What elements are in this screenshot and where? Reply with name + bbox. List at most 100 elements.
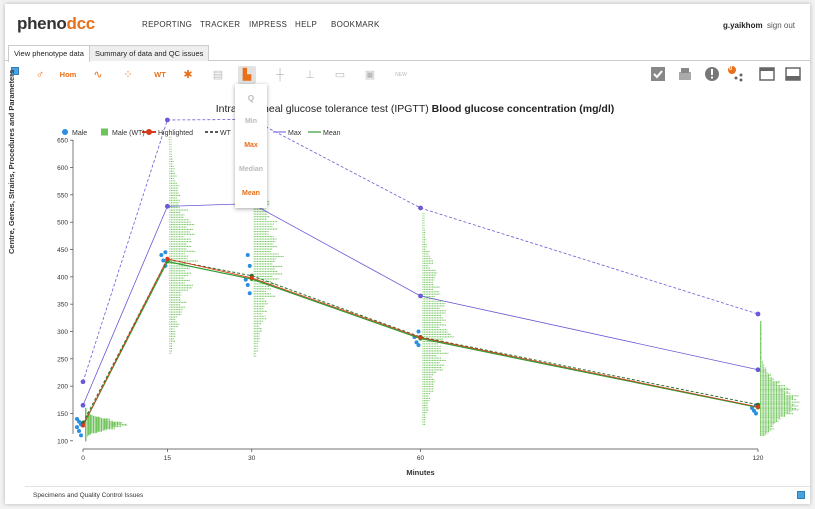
qc-badge-count: 0 <box>729 66 733 72</box>
x-tick-label: 60 <box>417 455 425 462</box>
nav-impress[interactable]: IMPRESS <box>249 20 288 29</box>
y-tick-label: 250 <box>57 356 68 363</box>
user-name[interactable]: g.yaikhom <box>723 21 763 30</box>
dropdown-item-max[interactable]: Max <box>244 142 258 149</box>
y-tick-label: 150 <box>57 411 68 418</box>
male-data-point <box>754 411 758 416</box>
footer-label[interactable]: Specimens and Quality Control Issues <box>33 492 144 499</box>
zoom-box-icon[interactable]: ▭ <box>334 69 346 81</box>
series-line-highlighted <box>82 258 759 426</box>
male-data-point <box>752 408 756 413</box>
dropdown-item-median[interactable]: Median <box>238 166 264 173</box>
legend-label: Max <box>288 130 302 137</box>
error-bar-icon[interactable]: ⊥ <box>305 69 315 81</box>
series-point-highlighted <box>81 423 85 428</box>
distribution-icon[interactable]: ✱ <box>183 69 193 81</box>
legend-label: Male <box>72 130 87 137</box>
male-data-point <box>75 416 79 421</box>
male-data-point <box>75 425 79 430</box>
y-tick-label: 100 <box>57 438 68 445</box>
new-button[interactable]: NEW <box>395 72 407 78</box>
sign-out-link[interactable]: sign out <box>767 21 796 30</box>
nav-bookmark[interactable]: BOOKMARK <box>331 20 380 29</box>
y-tick-label: 600 <box>57 165 68 172</box>
logo-main-text: pheno <box>17 14 67 33</box>
series-point-highlighted <box>418 335 423 340</box>
panel-icon[interactable] <box>785 66 801 82</box>
tab-summary-qc[interactable]: Summary of data and QC issues <box>89 45 210 61</box>
bar-chart-icon[interactable]: ▙ <box>238 66 256 84</box>
series-point-max <box>418 293 423 299</box>
y-tick-label: 450 <box>57 247 68 254</box>
scatter-icon[interactable]: ⁘ <box>123 69 133 81</box>
window-icon[interactable] <box>759 66 775 82</box>
nav-reporting[interactable]: REPORTING <box>142 20 193 29</box>
y-tick-label: 350 <box>57 302 68 309</box>
chart-area: Intraperitoneal glucose tolerance test (… <box>25 94 805 479</box>
series-point-max <box>80 402 86 408</box>
series-point-max <box>418 205 423 211</box>
legend-label: WT <box>220 130 232 137</box>
wt-button[interactable]: WT <box>154 70 166 79</box>
series-point-max <box>80 379 86 385</box>
phenodcc-logo[interactable]: phenodcc <box>17 14 95 34</box>
dropdown-item-q[interactable]: Q <box>247 94 255 103</box>
x-tick-label: 0 <box>81 455 85 462</box>
y-tick-label: 550 <box>57 192 68 199</box>
series-line-max <box>82 119 759 382</box>
x-tick-label: 15 <box>164 455 172 462</box>
hom-button[interactable]: Hom <box>59 70 77 79</box>
checkbox-icon[interactable] <box>650 66 666 82</box>
male-data-point <box>77 419 81 424</box>
nav-tracker[interactable]: TRACKER <box>200 20 241 29</box>
app-window: phenodcc REPORTING TRACKER IMPRESS HELP … <box>5 4 810 504</box>
crosshair-icon[interactable]: ┼ <box>276 69 284 81</box>
male-data-point <box>161 258 166 263</box>
dropdown-item-mean[interactable]: Mean <box>242 190 260 197</box>
x-axis-label: Minutes <box>406 468 434 477</box>
footer-toggle[interactable] <box>797 491 805 499</box>
chart-title-bold: Blood glucose concentration (mg/dl) <box>432 103 615 115</box>
male-data-point <box>159 252 164 257</box>
series-point-max <box>164 203 170 209</box>
chart-title: Intraperitoneal glucose tolerance test (… <box>216 103 615 115</box>
y-tick-label: 200 <box>57 384 68 391</box>
x-tick-label: 30 <box>248 455 256 462</box>
y-tick-label: 300 <box>57 329 68 336</box>
male-data-point <box>416 343 421 348</box>
dots-box-icon[interactable]: ▣ <box>364 69 376 81</box>
sidebar-toggle[interactable] <box>11 67 19 75</box>
legend-wt-swatch <box>101 128 108 136</box>
chart-toolbar: ♂ Hom ∿ ⁘ WT ✱ ▤ ▙ ┼ ⊥ ▭ ▣ NEW 0 <box>25 62 810 88</box>
print-icon[interactable] <box>677 66 693 82</box>
y-tick-label: 400 <box>57 274 68 281</box>
series-point-max <box>164 117 170 123</box>
series-point-max <box>755 311 761 317</box>
male-data-point <box>245 283 250 288</box>
warning-icon[interactable] <box>704 66 720 82</box>
x-tick-label: 120 <box>753 455 764 462</box>
nav-help[interactable]: HELP <box>295 20 318 29</box>
logo-accent-text: dcc <box>66 14 96 33</box>
series-line-wt <box>82 258 759 423</box>
series-point-max <box>755 367 761 373</box>
dropdown-item-min[interactable]: Min <box>244 118 258 125</box>
series-line-mean <box>82 260 759 426</box>
male-data-point <box>77 428 81 433</box>
y-tick-label: 500 <box>57 220 68 227</box>
series-point-highlighted <box>165 256 170 261</box>
chart-svg: Intraperitoneal glucose tolerance test (… <box>57 103 801 477</box>
series-point-highlighted <box>756 404 760 409</box>
qc-issues-icon[interactable] <box>727 66 743 82</box>
legend-label: Highlighted <box>158 130 193 137</box>
male-icon[interactable]: ♂ <box>35 69 45 81</box>
male-data-point <box>416 329 421 334</box>
male-data-point <box>414 340 419 345</box>
sidebar-label[interactable]: Centre, Genes, Strains, Procedures and P… <box>7 69 16 254</box>
chart-title-prefix: Intraperitoneal glucose tolerance test (… <box>216 103 432 115</box>
legend-label: Male (WT) <box>112 130 145 137</box>
legend-highlighted-dot <box>146 129 152 135</box>
box-plot-icon[interactable]: ▤ <box>212 69 224 81</box>
tab-view-phenotype-data[interactable]: View phenotype data <box>8 45 90 62</box>
wave-icon[interactable]: ∿ <box>93 69 103 81</box>
